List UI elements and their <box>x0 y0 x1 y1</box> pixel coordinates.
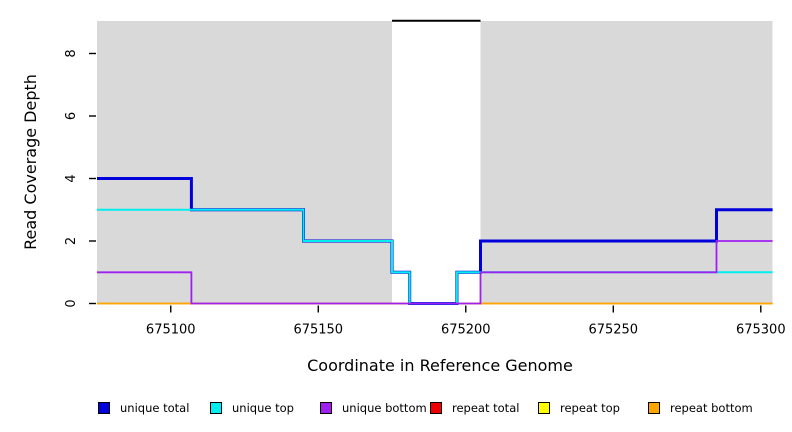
series-line-unique-top <box>97 208 773 305</box>
legend-label: repeat total <box>452 400 520 415</box>
legend-item-repeat-top: repeat top <box>538 400 620 415</box>
legend-item-unique-total: unique total <box>98 400 190 415</box>
x-axis-title: Coordinate in Reference Genome <box>307 356 573 375</box>
legend-item-repeat-total: repeat total <box>430 400 520 415</box>
legend-label: unique total <box>120 400 190 415</box>
y-axis-title: Read Coverage Depth <box>21 74 40 250</box>
legend-label: unique bottom <box>342 400 427 415</box>
legend-label: repeat top <box>560 400 620 415</box>
series-group <box>97 177 773 305</box>
series-line-unique-bottom <box>97 240 773 305</box>
plot-background-group <box>97 19 773 305</box>
y-tick-label: 6 <box>64 112 79 120</box>
legend-label: repeat bottom <box>670 400 753 415</box>
x-tick-label: 675100 <box>146 323 196 338</box>
legend-label: unique top <box>232 400 294 415</box>
x-tick-label: 675250 <box>588 323 638 338</box>
y-tick-label: 2 <box>64 237 79 245</box>
y-tick-label: 4 <box>64 174 79 182</box>
masked-region <box>392 21 481 305</box>
legend-swatch <box>98 401 110 414</box>
legend-item-unique-bottom: unique bottom <box>320 400 427 415</box>
legend-swatch <box>430 401 442 414</box>
legend-swatch <box>210 401 222 414</box>
y-tick-label: 8 <box>64 49 79 57</box>
chart-svg: 675100 675150 675200 675250 675300 0 2 4 6 8 Coor… <box>21 19 786 375</box>
legend-swatch <box>320 401 332 414</box>
legend-swatch <box>648 401 660 414</box>
x-tick-label: 675200 <box>441 323 491 338</box>
x-tick-label: 675300 <box>736 323 786 338</box>
legend-swatch <box>538 401 550 414</box>
y-tick-label: 0 <box>64 299 79 307</box>
x-tick-label: 675150 <box>293 323 343 338</box>
legend-item-repeat-bottom: repeat bottom <box>648 400 753 415</box>
legend-item-unique-top: unique top <box>210 400 294 415</box>
axes-group: 675100 675150 675200 675250 675300 0 2 4 6 8 <box>64 49 786 337</box>
